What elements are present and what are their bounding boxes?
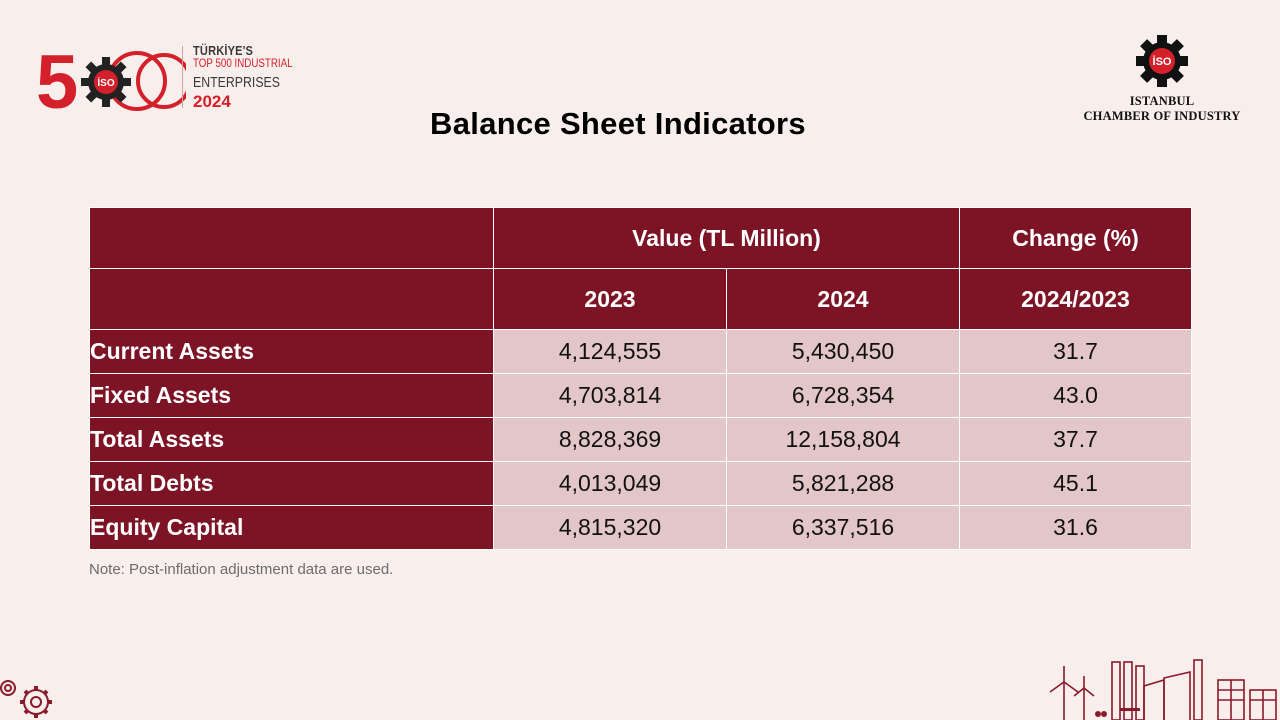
cell-2023: 4,815,320: [493, 505, 727, 550]
footnote: Note: Post-inflation adjustment data are…: [89, 561, 394, 578]
header-empty-cell: [89, 268, 494, 330]
iso-logo: İSO ISTANBUL CHAMBER OF INDUSTRY: [1070, 34, 1254, 124]
row-label: Fixed Assets: [89, 373, 494, 418]
balance-sheet-table: Value (TL Million) Change (%) 2023 2024 …: [89, 207, 1192, 550]
cell-change: 43.0: [959, 373, 1192, 418]
iso-emblem-text: İSO: [1153, 55, 1172, 68]
cell-2023: 4,703,814: [493, 373, 727, 418]
table-row: Total Debts 4,013,049 5,821,288 45.1: [89, 461, 1192, 506]
logo-line2: TOP 500 INDUSTRIAL: [193, 58, 293, 70]
logo-year: 2024: [193, 92, 231, 111]
cell-change: 45.1: [959, 461, 1192, 506]
row-label: Equity Capital: [89, 505, 494, 550]
cell-2023: 4,124,555: [493, 329, 727, 374]
logo-line3: ENTERPRISES: [193, 75, 280, 91]
cell-2024: 6,728,354: [726, 373, 960, 418]
row-label: Current Assets: [89, 329, 494, 374]
org-name: ISTANBUL CHAMBER OF INDUSTRY: [1070, 94, 1254, 124]
logo-line1: TÜRKİYE'S: [193, 43, 254, 58]
row-label: Total Debts: [89, 461, 494, 506]
logo-divider: [182, 46, 183, 108]
logo-digit-five: 5: [36, 40, 78, 116]
header-year-2023: 2023: [493, 268, 727, 330]
org-name-line2: CHAMBER OF INDUSTRY: [1083, 109, 1241, 123]
cell-2023: 8,828,369: [493, 417, 727, 462]
cell-2024: 5,821,288: [726, 461, 960, 506]
table-group-header-row: Value (TL Million) Change (%): [89, 207, 1192, 269]
logo-zero-ring-2: [136, 53, 186, 109]
iso-emblem-icon: İSO: [1136, 35, 1188, 87]
cell-2023: 4,013,049: [493, 461, 727, 506]
header-value-group: Value (TL Million): [493, 207, 960, 269]
table-sub-header-row: 2023 2024 2024/2023: [89, 268, 1192, 330]
gear-icon: İSO: [81, 57, 131, 107]
page-title: Balance Sheet Indicators: [430, 106, 806, 141]
header-change-period: 2024/2023: [959, 268, 1192, 330]
org-name-line1: ISTANBUL: [1129, 94, 1195, 108]
header-change-group: Change (%): [959, 207, 1192, 269]
cell-change: 31.7: [959, 329, 1192, 374]
cell-2024: 6,337,516: [726, 505, 960, 550]
header-empty-cell: [89, 207, 494, 269]
header-year-2024: 2024: [726, 268, 960, 330]
logo-text: TÜRKİYE'S TOP 500 INDUSTRIAL ENTERPRISES…: [193, 44, 310, 110]
row-label: Total Assets: [89, 417, 494, 462]
cell-change: 31.6: [959, 505, 1192, 550]
table-row: Total Assets 8,828,369 12,158,804 37.7: [89, 417, 1192, 462]
top500-logo-mark: 5 İSO: [36, 40, 186, 116]
logo-emblem-text: İSO: [97, 76, 114, 89]
top500-logo: 5 İSO TÜRKİYE'S TOP 500 INDUSTRIAL ENTER…: [36, 40, 296, 116]
gears-decoration: [0, 680, 52, 718]
cell-change: 37.7: [959, 417, 1192, 462]
cell-2024: 5,430,450: [726, 329, 960, 374]
cell-2024: 12,158,804: [726, 417, 960, 462]
table-row: Fixed Assets 4,703,814 6,728,354 43.0: [89, 373, 1192, 418]
table-row: Current Assets 4,124,555 5,430,450 31.7: [89, 329, 1192, 374]
industrial-skyline-decoration: [1049, 659, 1277, 720]
table-row: Equity Capital 4,815,320 6,337,516 31.6: [89, 505, 1192, 550]
